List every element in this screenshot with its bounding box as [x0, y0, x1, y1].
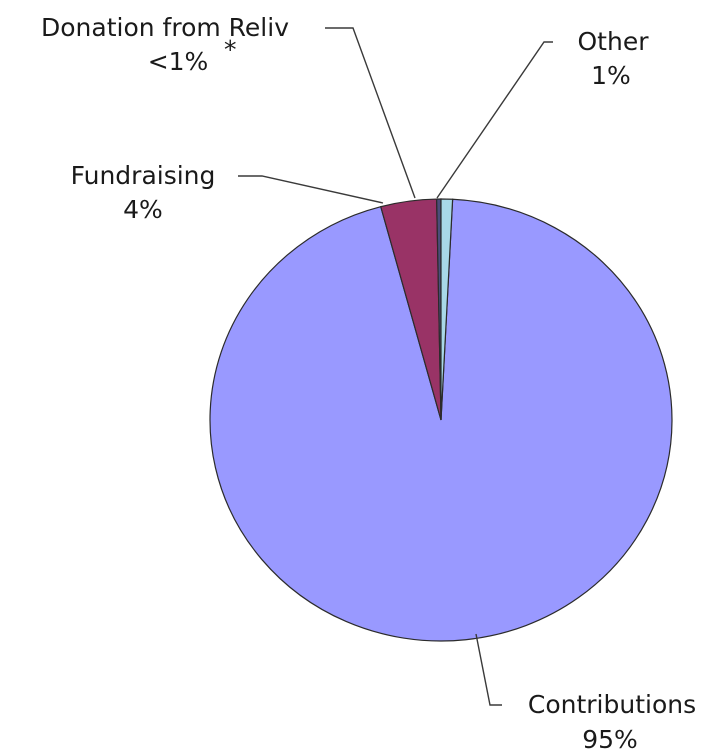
pie-slices	[209, 198, 673, 642]
leader-line-contributions	[475, 633, 502, 706]
leader-line-fundraising	[238, 175, 384, 204]
slice-label-other: Other	[578, 27, 650, 56]
pie-slice-contributions	[209, 198, 673, 642]
slice-pct-other: 1%	[591, 61, 631, 90]
slice-label-fundraising: Fundraising	[71, 161, 216, 190]
slice-pct-contributions: 95%	[582, 725, 638, 754]
slice-label-donation: Donation from Reliv	[41, 13, 289, 42]
slice-label-contributions: Contributions	[528, 690, 696, 719]
pie-slice-other	[440, 198, 454, 421]
slice-note-donation: *	[224, 35, 237, 64]
slice-pct-donation: <1%	[148, 47, 209, 76]
leader-line-donation	[325, 27, 416, 199]
slice-pct-fundraising: 4%	[123, 195, 163, 224]
leader-line-other	[436, 41, 553, 199]
